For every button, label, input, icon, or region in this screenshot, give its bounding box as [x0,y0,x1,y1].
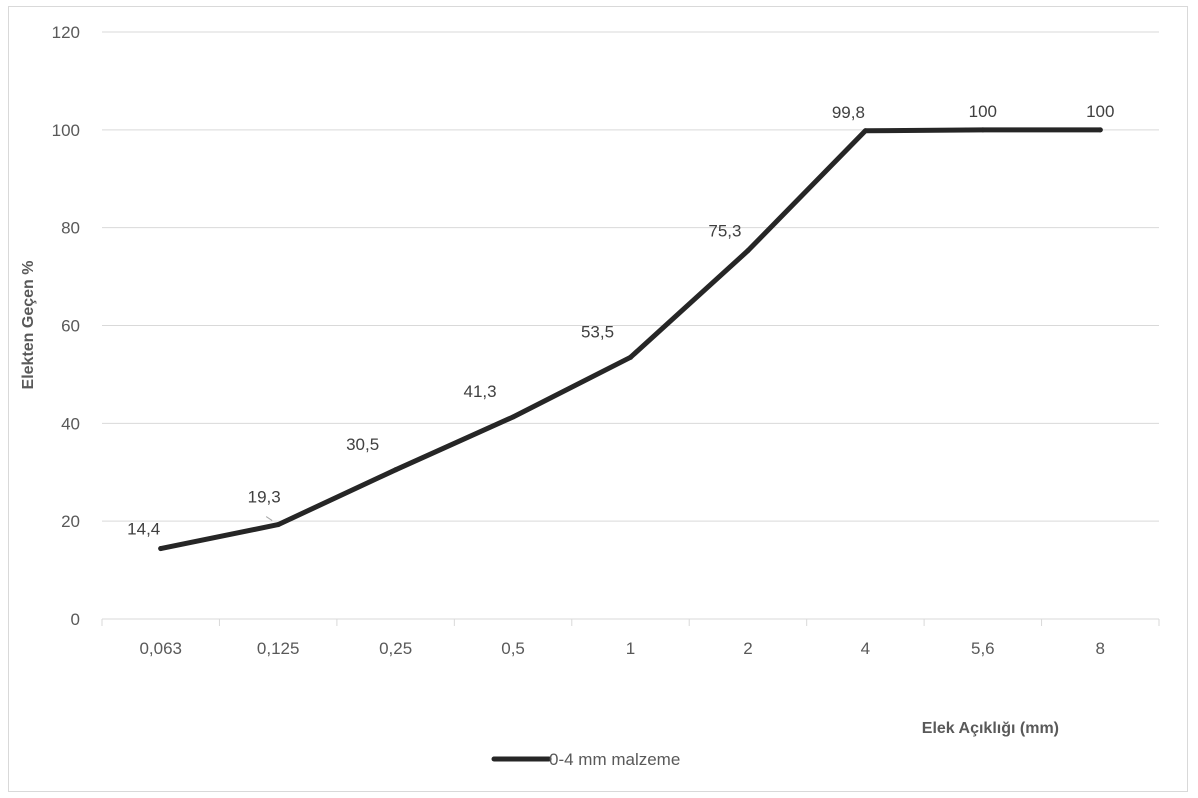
data-label: 99,8 [832,103,865,122]
x-tick-label: 0,063 [139,639,182,658]
data-label: 41,3 [464,382,497,401]
y-tick-label: 0 [71,610,80,629]
y-tick-label: 120 [52,23,80,42]
data-labels-layer: 14,4 19,3 30,5 41,3 53,5 75,3 99,8 100 100 [127,102,1114,539]
data-point [510,414,516,420]
data-label: 75,3 [708,222,741,241]
series-line [158,127,1103,552]
data-point [628,354,633,360]
label-leader-line [265,516,273,522]
x-tick-label: 2 [743,639,752,658]
data-label: 19,3 [248,488,281,507]
x-axis-title: Elek Açıklığı (mm) [922,720,1059,737]
data-label: 53,5 [581,322,614,341]
data-point [393,467,399,473]
x-tick-label: 1 [626,639,635,658]
y-axis-ticks: 0 20 40 60 80 100 120 [52,23,80,629]
chart-frame [8,6,1188,792]
y-tick-label: 80 [61,219,80,238]
x-tick-label: 0,25 [379,639,412,658]
data-label: 100 [1086,102,1114,121]
x-axis-tick-marks [101,619,1160,626]
data-point [980,127,986,133]
data-label: 14,4 [127,520,160,539]
legend-label: 0-4 mm malzeme [549,750,680,769]
legend: 0-4 mm malzeme [491,750,680,769]
data-point [1097,127,1103,133]
data-point [745,248,751,254]
y-axis-title: Elekten Geçen % [20,261,37,390]
data-point [862,128,868,134]
series-layer [158,127,1103,552]
x-tick-label: 4 [861,639,870,658]
y-tick-label: 40 [61,414,80,433]
data-point [275,522,281,528]
data-label: 100 [969,102,997,121]
data-point [158,546,164,552]
x-axis-tick-labels: 0,063 0,125 0,25 0,5 1 2 4 5,6 8 [139,639,1105,658]
y-tick-label: 20 [61,512,80,531]
x-tick-label: 5,6 [971,639,995,658]
y-tick-label: 100 [52,121,80,140]
x-tick-label: 0,125 [257,639,300,658]
x-tick-label: 0,5 [501,639,525,658]
data-label: 30,5 [346,435,379,454]
gridlines [102,31,1159,522]
x-tick-label: 8 [1096,639,1105,658]
y-tick-label: 60 [61,317,80,336]
